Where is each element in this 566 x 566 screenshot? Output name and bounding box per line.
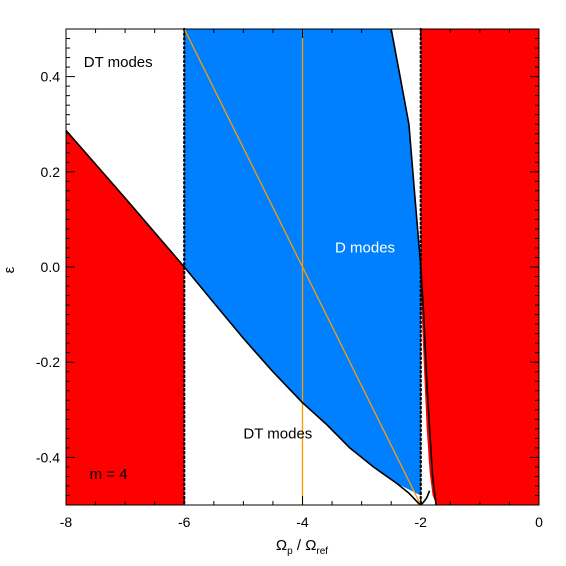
orange-diagonal xyxy=(183,28,422,506)
x-axis-label: Ωp / Ωref xyxy=(276,537,328,557)
x-axis-label-sub2: ref xyxy=(316,546,328,557)
y-tick-label: 0.0 xyxy=(41,259,61,275)
x-tick-label: -2 xyxy=(415,514,428,530)
m-equals-label: m = 4 xyxy=(90,466,128,483)
x-tick-label: -8 xyxy=(60,514,73,530)
y-tick-label: -0.4 xyxy=(36,449,60,465)
y-tick-label: 0.4 xyxy=(41,69,61,85)
x-tick-label: -4 xyxy=(296,514,309,530)
x-tick-label: -6 xyxy=(178,514,191,530)
x-tick-label: 0 xyxy=(535,514,543,530)
y-axis-label: ε xyxy=(1,266,18,273)
region-red-right xyxy=(420,29,539,505)
right-boundary xyxy=(390,28,437,506)
x-axis-label-slash: / Ω xyxy=(293,537,317,554)
y-tick-label: -0.2 xyxy=(36,354,60,370)
lower-boundary xyxy=(65,129,422,506)
bottom-hook xyxy=(420,490,431,506)
d-modes-label: D modes xyxy=(335,240,395,257)
annotations: DT modes D modes DT modes m = 4 xyxy=(84,54,395,483)
y-tick-label: 0.2 xyxy=(41,164,61,180)
plot-area xyxy=(65,27,539,507)
axes: -8 -6 -4 -2 0 -0.4 -0.2 0.0 0.2 0.4 xyxy=(36,28,543,530)
dt-modes-bottom-label: DT modes xyxy=(243,425,312,442)
x-axis-label-sub1: p xyxy=(287,546,293,557)
region-red-left xyxy=(66,130,185,505)
x-axis-label-main: Ω xyxy=(276,537,287,554)
dt-modes-top-label: DT modes xyxy=(84,54,153,71)
